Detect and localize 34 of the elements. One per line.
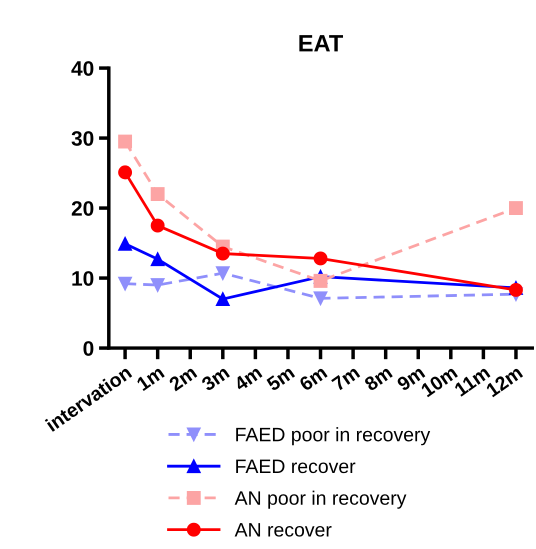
x-tick-label: 6m <box>298 365 328 392</box>
point <box>314 291 328 306</box>
point <box>150 187 165 202</box>
y-tick-label: 40 <box>71 61 94 76</box>
point <box>509 201 523 216</box>
point <box>509 283 523 297</box>
point <box>314 252 328 266</box>
x-tick-label: 8m <box>363 365 393 392</box>
x-tick-label: 7m <box>331 365 360 392</box>
point <box>216 292 230 306</box>
x-tick-label: 3m <box>200 365 230 392</box>
point <box>118 276 132 291</box>
point <box>118 236 132 251</box>
chart-title: EAT <box>299 35 344 52</box>
x-tick-label: 5m <box>266 365 296 392</box>
legend-label: FAED recover <box>236 460 356 474</box>
legend-label: AN recover <box>234 523 332 537</box>
legend-label: AN poor in recovery <box>234 490 406 509</box>
point <box>150 218 165 233</box>
x-tick-label: 2m <box>168 365 198 392</box>
y-tick-label: 10 <box>72 271 94 286</box>
point <box>118 134 132 149</box>
x-tick-label: 4m <box>233 365 262 392</box>
y-tick-label: 20 <box>72 201 94 216</box>
point <box>314 274 328 288</box>
point <box>150 252 165 266</box>
point <box>216 266 230 280</box>
point <box>150 278 165 292</box>
x-tick-label: 1m <box>136 365 165 391</box>
y-tick-label: 0 <box>83 341 94 356</box>
y-tick-label: 30 <box>72 131 94 146</box>
point <box>118 165 132 180</box>
point <box>216 246 230 261</box>
legend-label: FAED poor in recovery <box>236 427 430 446</box>
